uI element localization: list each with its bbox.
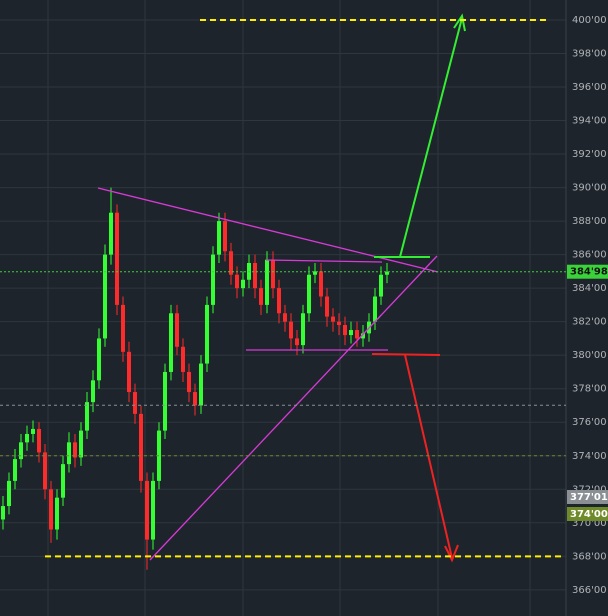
candle-body: [31, 428, 35, 434]
candle-body: [385, 271, 389, 275]
y-tick-label: 366'00: [572, 585, 607, 596]
marks: [1, 187, 389, 570]
candle-body: [37, 428, 41, 453]
candle-body: [181, 346, 185, 372]
candle-body: [145, 480, 149, 540]
candle-body: [67, 442, 71, 465]
y-tick-label: 370'00: [572, 518, 607, 529]
candle-body: [61, 464, 65, 498]
candle-body: [1, 506, 5, 520]
candle-body: [295, 338, 299, 346]
candle-body: [25, 433, 29, 443]
y-tick-label: 368'00: [572, 551, 607, 562]
y-tick-label: 376'00: [572, 417, 607, 428]
candle-body: [43, 452, 47, 490]
candle-body: [55, 497, 59, 530]
level-badge: [567, 507, 608, 521]
y-tick-label: 382'00: [572, 317, 607, 328]
candle-body: [289, 321, 293, 339]
breakdown-line: [371, 353, 441, 356]
y-tick-label: 388'00: [572, 216, 607, 227]
candle-body: [127, 351, 131, 393]
candle-body: [211, 254, 215, 305]
candle-body: [265, 259, 269, 305]
candle-body: [73, 442, 77, 458]
candle-body: [379, 274, 383, 297]
candle-body: [169, 313, 173, 372]
candle-body: [133, 392, 137, 414]
y-tick-label: 384'00: [572, 283, 607, 294]
candle-body: [151, 480, 155, 540]
candle-body: [91, 380, 95, 403]
candle-body: [241, 279, 245, 289]
resistance-line: [265, 259, 383, 263]
y-tick-label: 390'00: [572, 183, 607, 194]
candle-body: [313, 271, 317, 275]
candle-body: [331, 316, 335, 322]
candle-body: [229, 251, 233, 275]
y-tick-label: 386'00: [572, 250, 607, 261]
candle-body: [283, 313, 287, 322]
candle-body: [205, 304, 209, 364]
candle-body: [319, 271, 323, 297]
candle-body: [115, 212, 119, 305]
candle-body: [175, 313, 179, 347]
y-tick-label: 394'00: [572, 116, 607, 127]
candle-body: [85, 402, 89, 431]
candle-body: [121, 304, 125, 352]
candle-body: [7, 480, 11, 507]
candle-body: [97, 338, 101, 381]
candle-body: [337, 321, 341, 326]
candle-body: [253, 262, 257, 289]
candle-body: [271, 259, 275, 289]
candle-body: [349, 330, 353, 336]
candle-body: [139, 413, 143, 481]
y-tick-label: 398'00: [572, 48, 607, 59]
level-label: 377'01: [570, 492, 608, 503]
down-arrow: [404, 354, 453, 559]
candle-body: [217, 221, 221, 255]
candle-body: [109, 212, 113, 255]
candle-body: [19, 442, 23, 460]
candle-body: [325, 296, 329, 317]
candle-body: [187, 371, 191, 393]
candle-body: [103, 254, 107, 339]
last-price-label: 384'98: [570, 267, 608, 278]
y-tick-label: 378'00: [572, 384, 607, 395]
candle-body: [373, 296, 377, 322]
up-arrow: [399, 17, 463, 258]
candle-body: [223, 221, 227, 252]
y-tick-label: 372'00: [572, 484, 607, 495]
candle-body: [193, 392, 197, 406]
y-tick-label: 396'00: [572, 82, 607, 93]
level-badge: [567, 490, 608, 504]
level-label: 374'00: [570, 509, 608, 520]
candle-body: [343, 325, 347, 336]
candle-body: [79, 430, 83, 458]
drawings: [97, 13, 466, 563]
y-tick-label: 392'00: [572, 149, 607, 160]
last-price-badge: [567, 264, 608, 279]
candle-body: [361, 333, 365, 339]
candle-body: [301, 313, 305, 346]
y-tick-label: 374'00: [572, 451, 607, 462]
candle-body: [163, 371, 167, 431]
candle-body: [277, 288, 281, 314]
arrow-head: [453, 13, 466, 32]
candle-body: [355, 330, 359, 339]
candle-body: [49, 489, 53, 530]
y-tick-label: 400'00: [572, 15, 607, 26]
trendline: [149, 255, 438, 561]
candle-body: [259, 288, 263, 305]
candle-body: [13, 459, 17, 481]
y-tick-label: 380'00: [572, 350, 607, 361]
arrow-head: [444, 544, 459, 563]
candle-body: [235, 274, 239, 289]
candle-body: [199, 363, 203, 406]
grid: [0, 0, 566, 616]
candle-body: [307, 274, 311, 314]
